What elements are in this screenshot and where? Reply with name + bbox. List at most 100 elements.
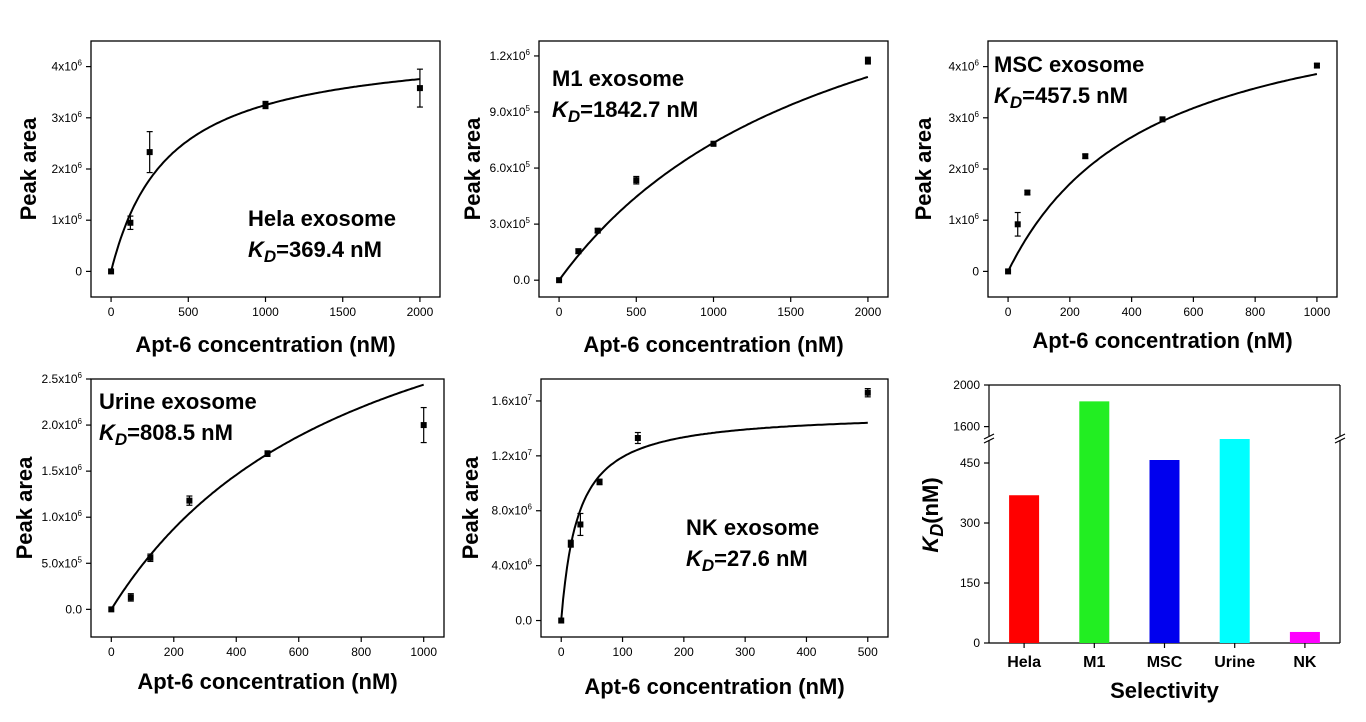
data-point xyxy=(1024,189,1031,196)
y-axis-title: Peak area xyxy=(911,117,936,221)
data-point xyxy=(420,422,427,429)
y-axis-title: Peak area xyxy=(458,456,483,560)
plot-frame xyxy=(987,40,1338,298)
data-point xyxy=(1014,221,1021,228)
plot-frame xyxy=(90,378,445,638)
x-tick-label: 1000 xyxy=(1304,305,1331,319)
x-axis-title: Apt-6 concentration (nM) xyxy=(584,674,844,699)
data-point xyxy=(262,102,269,108)
data-point xyxy=(416,85,423,92)
y-tick-label: 300 xyxy=(960,516,980,530)
y-tick-label: 3x106 xyxy=(949,110,980,125)
y-tick-label: 0 xyxy=(973,636,980,650)
panel-5: 0 100 200 300 400 500 0.0 4.0x106 8.0x106 1.2x107… xyxy=(458,378,889,699)
panel-6: 0 150 300 450 1600 2000 Hela M1 MSC Urine NK Select… xyxy=(918,378,1346,703)
x-tick-label: 600 xyxy=(289,645,309,659)
axis-break-mark xyxy=(1334,437,1346,444)
y-tick-label: 6.0x105 xyxy=(490,160,531,175)
data-point xyxy=(594,227,601,234)
data-point xyxy=(556,277,563,284)
bar-m1-upper xyxy=(1079,401,1110,437)
y-axis-title: Peak area xyxy=(16,117,41,221)
x-tick-label: 400 xyxy=(226,645,246,659)
data-point xyxy=(864,57,871,64)
data-point xyxy=(575,248,582,255)
data-point xyxy=(710,140,717,147)
annotation-name: MSC exosome xyxy=(994,52,1144,77)
bar-msc xyxy=(1149,460,1180,643)
data-point xyxy=(264,450,271,457)
y-tick-label: 8.0x106 xyxy=(492,503,533,518)
y-tick-label: 1.0x106 xyxy=(42,509,83,524)
data-point xyxy=(146,149,153,156)
y-tick-label: 1.2x107 xyxy=(492,448,533,463)
x-tick-label: 1000 xyxy=(700,305,727,319)
y-tick-label: 4x106 xyxy=(52,59,83,74)
y-axis-title: KD(nM) xyxy=(918,477,947,552)
x-category-label: M1 xyxy=(1083,654,1105,671)
x-tick-label: 1000 xyxy=(252,305,279,319)
data-point xyxy=(127,219,134,226)
x-tick-label: 500 xyxy=(626,305,646,319)
x-tick-label: 200 xyxy=(1060,305,1080,319)
y-tick-label: 0 xyxy=(75,264,82,278)
data-point xyxy=(633,177,640,184)
x-tick-label: 1500 xyxy=(777,305,804,319)
y-tick-label: 1.5x106 xyxy=(42,463,83,478)
fit-curve xyxy=(110,383,424,610)
plot-frame xyxy=(540,378,889,638)
x-tick-label: 0 xyxy=(108,305,115,319)
data-point xyxy=(577,521,584,528)
annotation-kd: KD=27.6 nM xyxy=(686,546,808,575)
bar-urine xyxy=(1219,439,1250,643)
x-axis-title: Apt-6 concentration (nM) xyxy=(1032,328,1292,353)
y-axis-title: Peak area xyxy=(460,117,485,221)
axis-break-mark xyxy=(1334,433,1346,440)
x-tick-label: 0 xyxy=(556,305,563,319)
data-point xyxy=(1313,62,1320,69)
y-tick-label: 0.0 xyxy=(515,614,532,628)
x-tick-label: 1000 xyxy=(410,645,437,659)
x-tick-label: 500 xyxy=(858,645,878,659)
x-category-label: Urine xyxy=(1214,654,1255,671)
panel-2: 0 500 1000 1500 2000 0.0 3.0x105 6.0x105 9.0x105… xyxy=(460,40,889,357)
x-tick-label: 100 xyxy=(613,645,633,659)
x-tick-label: 800 xyxy=(351,645,371,659)
x-tick-label: 200 xyxy=(164,645,184,659)
annotation-name: Hela exosome xyxy=(248,206,396,231)
y-tick-label: 2x106 xyxy=(949,161,980,176)
x-category-label: Hela xyxy=(1007,654,1041,671)
y-tick-label: 0.0 xyxy=(65,602,82,616)
y-tick-label: 1.6x107 xyxy=(492,393,533,408)
data-point xyxy=(108,268,115,275)
data-point xyxy=(567,540,574,547)
y-tick-label: 2.0x106 xyxy=(42,417,83,432)
bar-hela xyxy=(1009,495,1040,643)
annotation-kd: KD=369.4 nM xyxy=(248,237,382,266)
x-tick-label: 0 xyxy=(558,645,565,659)
annotation-name: M1 exosome xyxy=(552,66,684,91)
y-tick-label: 4.0x106 xyxy=(492,558,533,573)
axis-break-mark xyxy=(983,437,995,444)
data-point xyxy=(864,389,871,396)
axis-break-mark xyxy=(983,433,995,440)
panel-1: 0 500 1000 1500 2000 0 1x106 2x106 3x106 4x106 Hel… xyxy=(16,40,441,357)
data-point xyxy=(596,478,603,485)
y-tick-label: 2x106 xyxy=(52,161,83,176)
y-tick-label: 0.0 xyxy=(513,273,530,287)
y-tick-label: 9.0x105 xyxy=(490,104,531,119)
x-category-label: MSC xyxy=(1147,654,1183,671)
y-tick-label: 0 xyxy=(972,264,979,278)
x-tick-label: 2000 xyxy=(855,305,882,319)
x-axis-title: Apt-6 concentration (nM) xyxy=(135,332,395,357)
bar-nk xyxy=(1289,631,1320,643)
y-tick-label: 150 xyxy=(960,576,980,590)
bar-m1-lower xyxy=(1079,437,1110,643)
data-point xyxy=(634,435,641,442)
y-tick-label: 4x106 xyxy=(949,59,980,74)
annotation-kd: KD=1842.7 nM xyxy=(552,97,698,126)
data-point xyxy=(108,606,115,613)
annotation-name: NK exosome xyxy=(686,515,819,540)
